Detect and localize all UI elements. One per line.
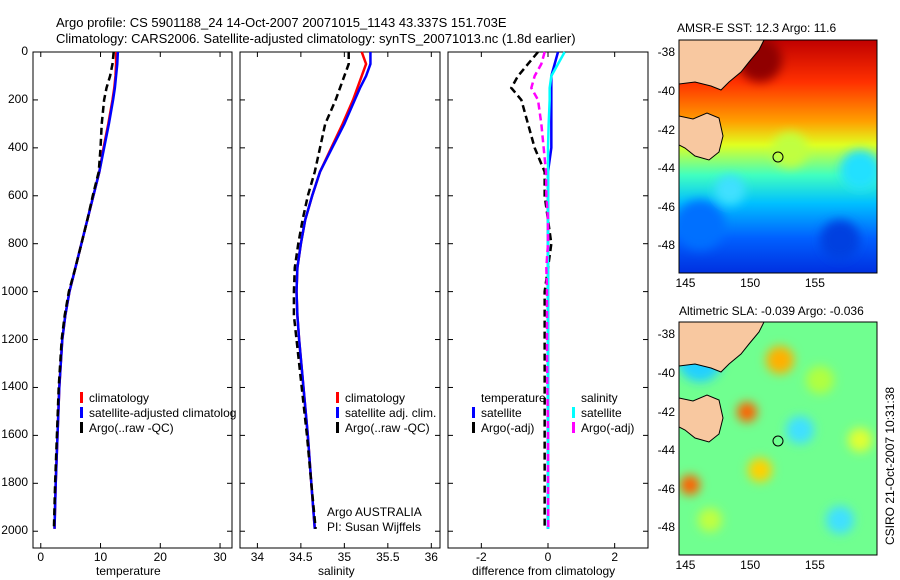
series-line-argo-raw-qc- (292, 52, 350, 529)
legend-label: Argo(-adj) (481, 421, 535, 435)
map-y-tick-label: -38 (657, 45, 675, 60)
temp-xlabel: temperature (96, 564, 161, 578)
map-y-tick-label: -40 (657, 365, 675, 380)
sal-legend: climatology satellite adj. clim. Argo(..… (336, 391, 436, 436)
legend-label: satellite (581, 406, 622, 420)
series-line-satellite-adj-clim- (295, 52, 372, 529)
x-tick-label: 0 (544, 550, 552, 564)
y-tick-label: 200 (7, 91, 28, 106)
x-tick-label: 30 (213, 550, 227, 564)
legend-label: climatology (345, 391, 406, 405)
legend-swatch (472, 422, 475, 433)
map-y-tick-label: -46 (657, 481, 675, 496)
figure-title-line1: Argo profile: CS 5901188_24 14-Oct-2007 … (56, 15, 507, 30)
plot-frame (32, 51, 233, 549)
legend-swatch (572, 422, 575, 433)
series-line-salinity-argo-adj- (529, 51, 550, 529)
map-y-tick-label: -44 (657, 161, 675, 176)
map-x-tick-label: 155 (804, 276, 825, 290)
y-tick-label: 1600 (1, 427, 28, 442)
series-line-salinity-satellite (546, 51, 566, 529)
map-y-tick-label: -48 (657, 520, 675, 535)
argo-note-line1: Argo AUSTRALIA (327, 505, 422, 519)
plot-frame (239, 51, 441, 549)
diff-xlabel: difference from climatology (472, 564, 616, 578)
legend-swatch-satellite (336, 407, 339, 418)
map-y-tick-label: -42 (657, 404, 675, 419)
map-y-tick-label: -38 (657, 327, 675, 342)
map-y-tick-label: -46 (657, 199, 675, 214)
x-tick-label: 0 (37, 550, 45, 564)
x-tick-label: 10 (93, 550, 108, 564)
y-tick-label: 1800 (1, 475, 28, 490)
sst-map (679, 40, 877, 273)
y-tick-label: 800 (7, 235, 28, 250)
argo-note: Argo AUSTRALIA PI: Susan Wijffels (327, 505, 422, 535)
legend-swatch (572, 407, 575, 418)
argo-float-marker (772, 435, 784, 447)
figure-title-line2: Climatology: CARS2006. Satellite-adjuste… (56, 31, 576, 46)
legend-label: satellite adj. clim. (345, 406, 437, 420)
legend-label: satellite (481, 406, 522, 420)
y-tick-label: 1000 (1, 283, 28, 298)
argo-float-marker (772, 151, 784, 163)
land (679, 40, 765, 161)
x-tick-label: 34 (250, 550, 265, 564)
legend-label: Argo(..raw -QC) (89, 421, 174, 435)
x-tick-label: 2 (611, 550, 618, 564)
y-tick-label: 600 (7, 187, 28, 202)
sal-xlabel: salinity (318, 564, 355, 578)
x-tick-label: 35 (337, 550, 352, 564)
map-y-tick-label: -44 (657, 443, 675, 458)
sla-map-title: Altimetric SLA: -0.039 Argo: -0.036 (679, 304, 864, 318)
legend-swatch-argo (336, 422, 339, 433)
legend-label: satellite-adjusted climatolog (89, 406, 237, 420)
y-tick-label: 1200 (1, 331, 28, 346)
x-tick-label: 35.5 (376, 550, 400, 564)
x-tick-label: 36 (424, 550, 438, 564)
credit-stamp: CSIRO 21-Oct-2007 10:31:38 (883, 386, 897, 545)
map-y-tick-label: -40 (657, 83, 675, 98)
map-y-tick-label: -42 (657, 122, 675, 137)
x-tick-label: 34.5 (289, 550, 313, 564)
y-tick-label: 1400 (1, 379, 28, 394)
sla-map (679, 322, 877, 555)
map-x-tick-label: 145 (675, 558, 696, 572)
legend-swatch-argo (80, 422, 83, 433)
y-tick-label: 2000 (1, 523, 28, 538)
x-tick-label: 20 (153, 550, 167, 564)
legend-swatch-satellite (80, 407, 83, 418)
legend-swatch (472, 407, 475, 418)
map-x-tick-label: 145 (675, 276, 696, 290)
y-tick-label: 400 (7, 139, 28, 154)
legend-swatch-climatology (336, 392, 339, 403)
map-y-tick-label: -48 (657, 238, 675, 253)
legend-header: salinity (581, 391, 618, 405)
sst-map-title: AMSR-E SST: 12.3 Argo: 11.6 (677, 21, 837, 35)
legend-label: climatology (89, 391, 150, 405)
land (679, 322, 765, 443)
series-line-temperature-argo-adj- (509, 51, 553, 529)
legend-label: Argo(..raw -QC) (345, 421, 430, 435)
temp-legend: climatology satellite-adjusted climatolo… (80, 391, 236, 436)
legend-swatch-climatology (80, 392, 83, 403)
legend-header: temperature (481, 391, 546, 405)
map-x-tick-label: 150 (740, 558, 761, 572)
sst-map-frame (678, 39, 878, 274)
argo-note-line2: PI: Susan Wijffels (327, 520, 421, 534)
legend-label: Argo(-adj) (581, 421, 635, 435)
diff-legend-salinity: salinity satellite Argo(-adj) (572, 391, 634, 436)
diff-legend-temperature: temperature satellite Argo(-adj) (472, 391, 546, 436)
map-x-tick-label: 155 (804, 558, 825, 572)
y-tick-label: 0 (21, 44, 28, 58)
map-x-tick-label: 150 (740, 276, 761, 290)
sla-map-frame (678, 321, 878, 556)
series-line-argo-raw-qc- (52, 51, 115, 529)
x-tick-label: -2 (475, 550, 487, 564)
